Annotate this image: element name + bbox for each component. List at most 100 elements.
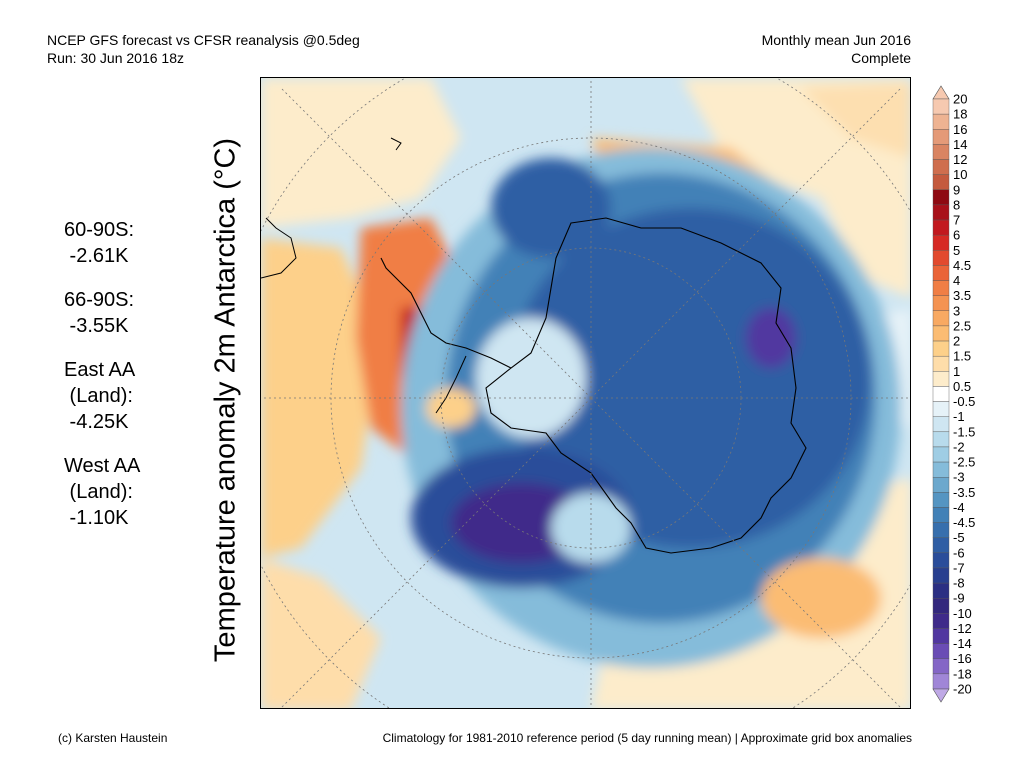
coastline-falklands [390, 137, 402, 151]
colorbar-cell [932, 461, 950, 478]
stat-label: East AA [64, 359, 136, 381]
stat-west-aa: West AA (Land): -1.10K [64, 453, 140, 531]
colorbar-cell [932, 113, 950, 130]
stat-east-aa: East AA (Land): -4.25K [64, 357, 140, 435]
colorbar-cell [932, 325, 950, 342]
colorbar-tick-label: 2.5 [953, 318, 971, 333]
colorbar-svg: 201816141210987654.543.532.521.510.5-0.5… [932, 85, 975, 703]
colorbar-cell [932, 340, 950, 357]
colorbar-tick-label: -3 [953, 470, 965, 485]
colorbar-tick-label: 4.5 [953, 258, 971, 273]
colorbar-cell [932, 431, 950, 448]
colorbar-cell [932, 537, 950, 554]
colorbar-cell [932, 371, 950, 387]
colorbar-cell [932, 492, 950, 508]
colorbar-cell [932, 98, 950, 115]
colorbar-tick-label: 16 [953, 122, 967, 137]
colorbar-labels: 201816141210987654.543.532.521.510.5-0.5… [953, 92, 975, 697]
colorbar: 20 18 16 14 12 10 9 8 7 6 5 4.5 4 3.5 3 2.5 2 1.5 1 0.5 -0.5… [931, 85, 1003, 710]
colorbar-cell [932, 280, 950, 296]
colorbar-tick-label: -14 [953, 636, 972, 651]
coastline-antarctica [485, 217, 807, 554]
stat-label: West AA [64, 455, 141, 477]
anomaly-field [261, 78, 910, 708]
colorbar-tick-label: -12 [953, 621, 972, 636]
colorbar-tick-label: -7 [953, 560, 965, 575]
colorbar-tick-label: 5 [953, 243, 960, 258]
stat-60-90s: 60-90S: -2.61K [64, 217, 140, 269]
period-label: Monthly mean Jun 2016 [761, 32, 911, 48]
regional-stats: 60-90S: -2.61K 66-90S: -3.55K East AA (L… [64, 217, 140, 549]
coastline-south-america [261, 217, 297, 279]
colorbar-tick-label: -2 [953, 439, 965, 454]
stat-label-2: (Land): [64, 481, 133, 503]
colorbar-cell [932, 295, 950, 311]
colorbar-cell [932, 567, 950, 584]
colorbar-tick-label: 4 [953, 273, 960, 288]
colorbar-cell [932, 401, 950, 417]
colorbar-tick-label: -1 [953, 409, 965, 424]
footer-note: Climatology for 1981-2010 reference peri… [382, 731, 912, 745]
stat-value: -2.61K [64, 245, 129, 267]
colorbar-cell [932, 159, 950, 175]
colorbar-cell [932, 446, 950, 463]
colorbar-tick-label: -18 [953, 666, 972, 681]
colorbar-cell [932, 673, 950, 690]
colorbar-tick-label: -1.5 [953, 424, 975, 439]
coastline-peninsula [380, 257, 512, 369]
colorbar-tick-label: 7 [953, 213, 960, 228]
stat-66-90s: 66-90S: -3.55K [64, 287, 140, 339]
colorbar-cell [932, 552, 950, 569]
footer-credit: (c) Karsten Haustein [58, 731, 168, 745]
colorbar-tick-label: -10 [953, 606, 972, 621]
stat-label: 60-90S: [64, 219, 135, 241]
colorbar-tick-label: 2 [953, 334, 960, 349]
colorbar-cell [932, 219, 950, 236]
colorbar-tick-label: -4.5 [953, 515, 975, 530]
colorbar-tick-label: 0.5 [953, 379, 971, 394]
colorbar-tick-label: -2.5 [953, 455, 975, 470]
colorbar-cell [932, 189, 950, 206]
colorbar-cell [932, 234, 950, 251]
y-axis-label: Temperature anomaly 2m Antarctica (°C) [209, 137, 242, 663]
colorbar-cell [932, 129, 950, 145]
colorbar-tick-label: -4 [953, 500, 965, 515]
colorbar-tick-label: -9 [953, 591, 965, 606]
colorbar-cell [932, 204, 950, 221]
colorbar-cell [932, 598, 950, 614]
stat-value: -3.55K [64, 315, 129, 337]
colorbar-cells [932, 85, 950, 703]
colorbar-top-arrow [932, 85, 950, 100]
stat-value: -1.10K [64, 507, 129, 529]
model-title: NCEP GFS forecast vs CFSR reanalysis @0.… [47, 32, 360, 48]
stat-label: 66-90S: [64, 289, 135, 311]
colorbar-cell [932, 265, 950, 281]
colorbar-cell [932, 628, 950, 644]
colorbar-cell [932, 355, 950, 372]
colorbar-cell [932, 174, 950, 190]
colorbar-cell [932, 507, 950, 523]
colorbar-tick-label: 3.5 [953, 288, 971, 303]
colorbar-tick-label: 12 [953, 152, 967, 167]
colorbar-tick-label: 8 [953, 197, 960, 212]
colorbar-tick-label: -5 [953, 530, 965, 545]
graticule [261, 78, 910, 708]
coastline-peninsula-east [435, 355, 467, 414]
colorbar-tick-label: 10 [953, 167, 967, 182]
colorbar-cell [932, 310, 950, 327]
colorbar-tick-label: -20 [953, 682, 972, 697]
anomaly-map [260, 77, 911, 709]
colorbar-bottom-arrow [932, 688, 950, 703]
stat-label-2: (Land): [64, 385, 133, 407]
colorbar-tick-label: -0.5 [953, 394, 975, 409]
colorbar-tick-label: 14 [953, 137, 967, 152]
colorbar-cell [932, 522, 950, 538]
colorbar-tick-label: 6 [953, 228, 960, 243]
colorbar-cell [932, 477, 950, 493]
map-svg [261, 78, 910, 708]
colorbar-tick-label: 3 [953, 303, 960, 318]
colorbar-cell [932, 582, 950, 599]
colorbar-tick-label: 1.5 [953, 349, 971, 364]
colorbar-cell [932, 613, 950, 629]
header-left: NCEP GFS forecast vs CFSR reanalysis @0.… [47, 31, 360, 67]
